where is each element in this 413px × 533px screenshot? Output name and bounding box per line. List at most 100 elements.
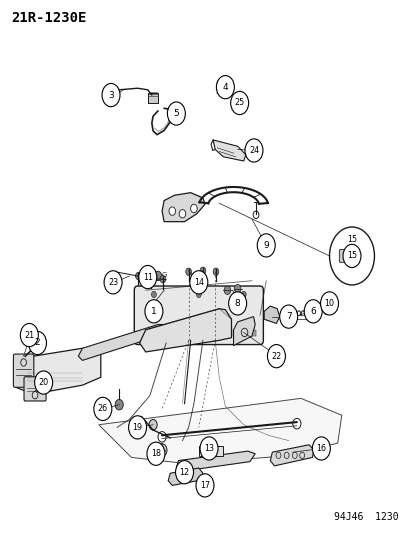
Circle shape xyxy=(20,324,38,346)
Circle shape xyxy=(329,227,373,285)
FancyBboxPatch shape xyxy=(134,286,263,344)
Circle shape xyxy=(151,292,156,297)
Circle shape xyxy=(213,268,218,276)
Circle shape xyxy=(241,292,246,297)
Circle shape xyxy=(179,209,185,218)
Text: G: G xyxy=(161,272,167,278)
Circle shape xyxy=(102,84,120,107)
Text: 11: 11 xyxy=(142,272,152,281)
Polygon shape xyxy=(17,348,100,394)
Text: 10: 10 xyxy=(324,299,334,308)
Circle shape xyxy=(190,271,207,294)
Text: 1: 1 xyxy=(151,307,157,316)
Circle shape xyxy=(157,443,166,456)
Text: 5: 5 xyxy=(173,109,179,118)
Text: 8: 8 xyxy=(234,299,240,308)
Circle shape xyxy=(185,268,191,276)
Text: 22: 22 xyxy=(271,352,281,361)
Circle shape xyxy=(190,204,197,213)
Circle shape xyxy=(135,272,141,280)
Circle shape xyxy=(292,418,300,429)
Circle shape xyxy=(267,344,285,368)
FancyBboxPatch shape xyxy=(24,377,46,401)
Circle shape xyxy=(158,432,166,442)
Text: 24: 24 xyxy=(248,146,259,155)
Text: 18: 18 xyxy=(151,449,161,458)
FancyBboxPatch shape xyxy=(339,249,356,262)
Circle shape xyxy=(325,309,327,312)
Polygon shape xyxy=(213,140,245,161)
Circle shape xyxy=(160,276,165,283)
Circle shape xyxy=(138,265,157,289)
Circle shape xyxy=(320,292,338,315)
Circle shape xyxy=(35,371,52,394)
Polygon shape xyxy=(176,451,254,471)
Circle shape xyxy=(154,271,161,281)
Text: 21: 21 xyxy=(24,330,34,340)
Circle shape xyxy=(228,292,246,315)
Text: 2: 2 xyxy=(35,338,40,348)
Polygon shape xyxy=(233,317,254,345)
Bar xyxy=(219,330,231,336)
Circle shape xyxy=(28,332,46,354)
Text: 19: 19 xyxy=(132,423,142,432)
Text: 94J46  1230: 94J46 1230 xyxy=(334,512,398,522)
Polygon shape xyxy=(139,309,231,352)
Circle shape xyxy=(199,437,218,460)
Text: 23: 23 xyxy=(108,278,118,287)
Circle shape xyxy=(115,399,123,410)
Circle shape xyxy=(128,416,146,439)
Circle shape xyxy=(145,300,162,323)
Text: 7: 7 xyxy=(285,312,291,321)
Polygon shape xyxy=(161,192,204,222)
Circle shape xyxy=(175,461,193,484)
Circle shape xyxy=(199,267,205,274)
Bar xyxy=(147,330,160,336)
Text: 4: 4 xyxy=(222,83,228,92)
Circle shape xyxy=(149,419,157,430)
Text: 13: 13 xyxy=(204,444,214,453)
Circle shape xyxy=(312,437,330,460)
Text: 25: 25 xyxy=(234,99,244,108)
Circle shape xyxy=(35,334,44,346)
Text: 20: 20 xyxy=(38,378,49,387)
Polygon shape xyxy=(99,398,341,463)
Circle shape xyxy=(304,300,321,323)
Bar xyxy=(198,446,223,456)
Text: 17: 17 xyxy=(199,481,209,490)
Polygon shape xyxy=(263,306,279,324)
Text: 15: 15 xyxy=(346,252,356,261)
Circle shape xyxy=(223,286,230,294)
Circle shape xyxy=(196,292,201,297)
Polygon shape xyxy=(168,468,202,486)
Text: 21R-1230E: 21R-1230E xyxy=(11,11,86,25)
Text: 15: 15 xyxy=(346,235,356,244)
Bar xyxy=(195,330,207,336)
Bar xyxy=(147,93,158,103)
Polygon shape xyxy=(270,445,313,466)
Circle shape xyxy=(167,102,185,125)
Text: 3: 3 xyxy=(108,91,114,100)
Polygon shape xyxy=(78,325,164,360)
Circle shape xyxy=(104,271,122,294)
Text: 9: 9 xyxy=(263,241,268,250)
Bar xyxy=(243,330,255,336)
Circle shape xyxy=(195,474,214,497)
Text: 14: 14 xyxy=(193,278,203,287)
Bar xyxy=(171,330,184,336)
Text: 6: 6 xyxy=(310,307,315,316)
Circle shape xyxy=(279,305,297,328)
Circle shape xyxy=(94,397,112,421)
Circle shape xyxy=(230,91,248,115)
Circle shape xyxy=(147,274,153,282)
FancyBboxPatch shape xyxy=(13,354,34,387)
Text: 12: 12 xyxy=(179,467,189,477)
Text: 26: 26 xyxy=(97,405,108,414)
Circle shape xyxy=(342,244,360,268)
Text: 16: 16 xyxy=(316,444,325,453)
Circle shape xyxy=(147,442,164,465)
Circle shape xyxy=(169,207,175,215)
Circle shape xyxy=(216,76,234,99)
Circle shape xyxy=(234,285,240,293)
Circle shape xyxy=(244,139,262,162)
